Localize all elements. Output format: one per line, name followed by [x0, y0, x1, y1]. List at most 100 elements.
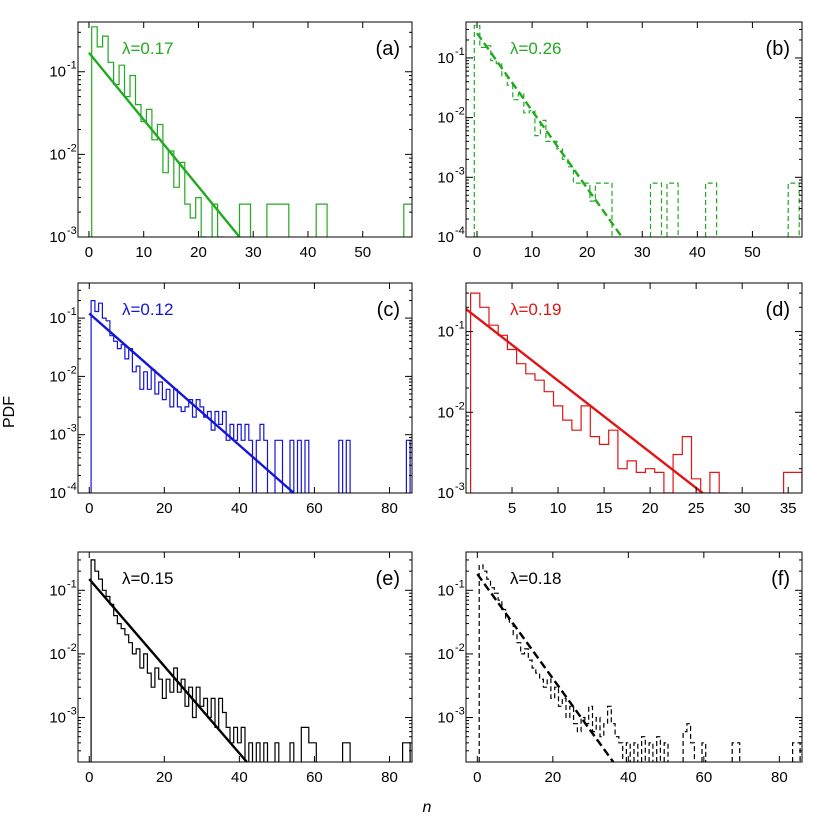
- y-tick-exponent: -1: [455, 46, 465, 58]
- y-tick-exponent: -1: [67, 306, 77, 318]
- y-tick-label: 10: [437, 324, 454, 341]
- panel-label: (d): [766, 299, 790, 321]
- y-tick-exponent: -1: [455, 578, 465, 590]
- x-tick-label: 5: [508, 500, 516, 517]
- y-tick-label: 10: [49, 646, 66, 663]
- y-tick-exponent: -2: [67, 642, 77, 654]
- y-tick-label: 10: [49, 64, 66, 81]
- y-tick-label: 10: [49, 310, 66, 327]
- x-tick-label: 20: [642, 500, 659, 517]
- x-tick-label: 0: [85, 769, 93, 786]
- x-tick-label: 10: [550, 500, 567, 517]
- y-tick-label: 10: [49, 427, 66, 444]
- fit-line: [88, 578, 248, 762]
- y-tick-exponent: -1: [67, 60, 77, 72]
- x-axis-title: n: [423, 799, 432, 816]
- x-tick-label: 40: [231, 500, 248, 517]
- panel-label: (b): [766, 38, 790, 60]
- y-tick-exponent: -2: [455, 106, 465, 118]
- lambda-label: λ=0.12: [122, 300, 174, 319]
- histogram-series: [90, 559, 411, 762]
- y-tick-label: 10: [49, 710, 66, 727]
- y-tick-exponent: -3: [455, 481, 465, 493]
- y-tick-label: 10: [49, 582, 66, 599]
- x-tick-label: 80: [771, 769, 788, 786]
- y-tick-label: 10: [437, 582, 454, 599]
- y-tick-label: 10: [437, 485, 454, 502]
- fit-line: [476, 32, 623, 237]
- x-tick-label: 30: [245, 244, 262, 261]
- y-tick-exponent: -3: [67, 423, 77, 435]
- x-tick-label: 30: [734, 500, 751, 517]
- x-tick-label: 0: [85, 500, 93, 517]
- x-tick-label: 0: [473, 769, 481, 786]
- histogram-series: [90, 300, 411, 493]
- plot-frame: [77, 282, 413, 494]
- x-tick-label: 40: [620, 769, 637, 786]
- y-tick-exponent: -3: [455, 706, 465, 718]
- y-tick-label: 10: [437, 50, 454, 67]
- x-tick-label: 40: [689, 244, 706, 261]
- y-tick-exponent: -2: [455, 642, 465, 654]
- x-tick-label: 20: [156, 500, 173, 517]
- x-tick-label: 60: [306, 769, 323, 786]
- y-tick-label: 10: [437, 404, 454, 421]
- lambda-label: λ=0.18: [510, 569, 562, 588]
- fit-line: [88, 312, 295, 493]
- x-tick-label: 80: [381, 500, 398, 517]
- x-tick-label: 20: [544, 769, 561, 786]
- y-tick-label: 10: [437, 169, 454, 186]
- fit-line: [88, 51, 241, 237]
- y-axis-title: PDF: [1, 396, 18, 428]
- y-tick-exponent: -4: [67, 481, 77, 493]
- y-tick-exponent: -1: [455, 320, 465, 332]
- y-tick-label: 10: [437, 110, 454, 127]
- y-tick-exponent: -3: [67, 706, 77, 718]
- fit-line: [466, 308, 704, 493]
- lambda-label: λ=0.15: [122, 569, 174, 588]
- y-tick-label: 10: [49, 368, 66, 385]
- x-tick-label: 25: [688, 500, 705, 517]
- x-tick-label: 20: [579, 244, 596, 261]
- lambda-label: λ=0.17: [122, 39, 174, 58]
- lambda-label: λ=0.19: [510, 300, 562, 319]
- x-tick-label: 40: [231, 769, 248, 786]
- lambda-label: λ=0.26: [510, 39, 562, 58]
- x-tick-label: 60: [306, 500, 323, 517]
- x-tick-label: 0: [473, 244, 481, 261]
- x-tick-label: 10: [135, 244, 152, 261]
- panel-label: (e): [376, 568, 400, 590]
- x-tick-label: 0: [85, 244, 93, 261]
- x-tick-label: 20: [156, 769, 173, 786]
- panel-label: (c): [377, 299, 400, 321]
- y-tick-label: 10: [437, 646, 454, 663]
- x-tick-label: 40: [300, 244, 317, 261]
- y-tick-exponent: -3: [455, 165, 465, 177]
- y-tick-label: 10: [49, 146, 66, 163]
- panel-label: (f): [771, 568, 790, 590]
- x-tick-label: 20: [190, 244, 207, 261]
- x-tick-label: 15: [596, 500, 613, 517]
- y-tick-label: 10: [49, 229, 66, 246]
- y-tick-exponent: -4: [455, 225, 465, 237]
- histogram-series: [473, 24, 800, 237]
- y-tick-label: 10: [437, 229, 454, 246]
- y-tick-exponent: -2: [67, 364, 77, 376]
- y-tick-exponent: -2: [455, 400, 465, 412]
- x-tick-label: 10: [524, 244, 541, 261]
- y-tick-exponent: -1: [67, 578, 77, 590]
- x-tick-label: 35: [780, 500, 797, 517]
- histogram-series: [478, 564, 801, 762]
- histogram-series: [470, 292, 802, 493]
- y-tick-label: 10: [437, 710, 454, 727]
- x-tick-label: 50: [354, 244, 371, 261]
- plot-frame: [465, 21, 803, 238]
- x-tick-label: 80: [381, 769, 398, 786]
